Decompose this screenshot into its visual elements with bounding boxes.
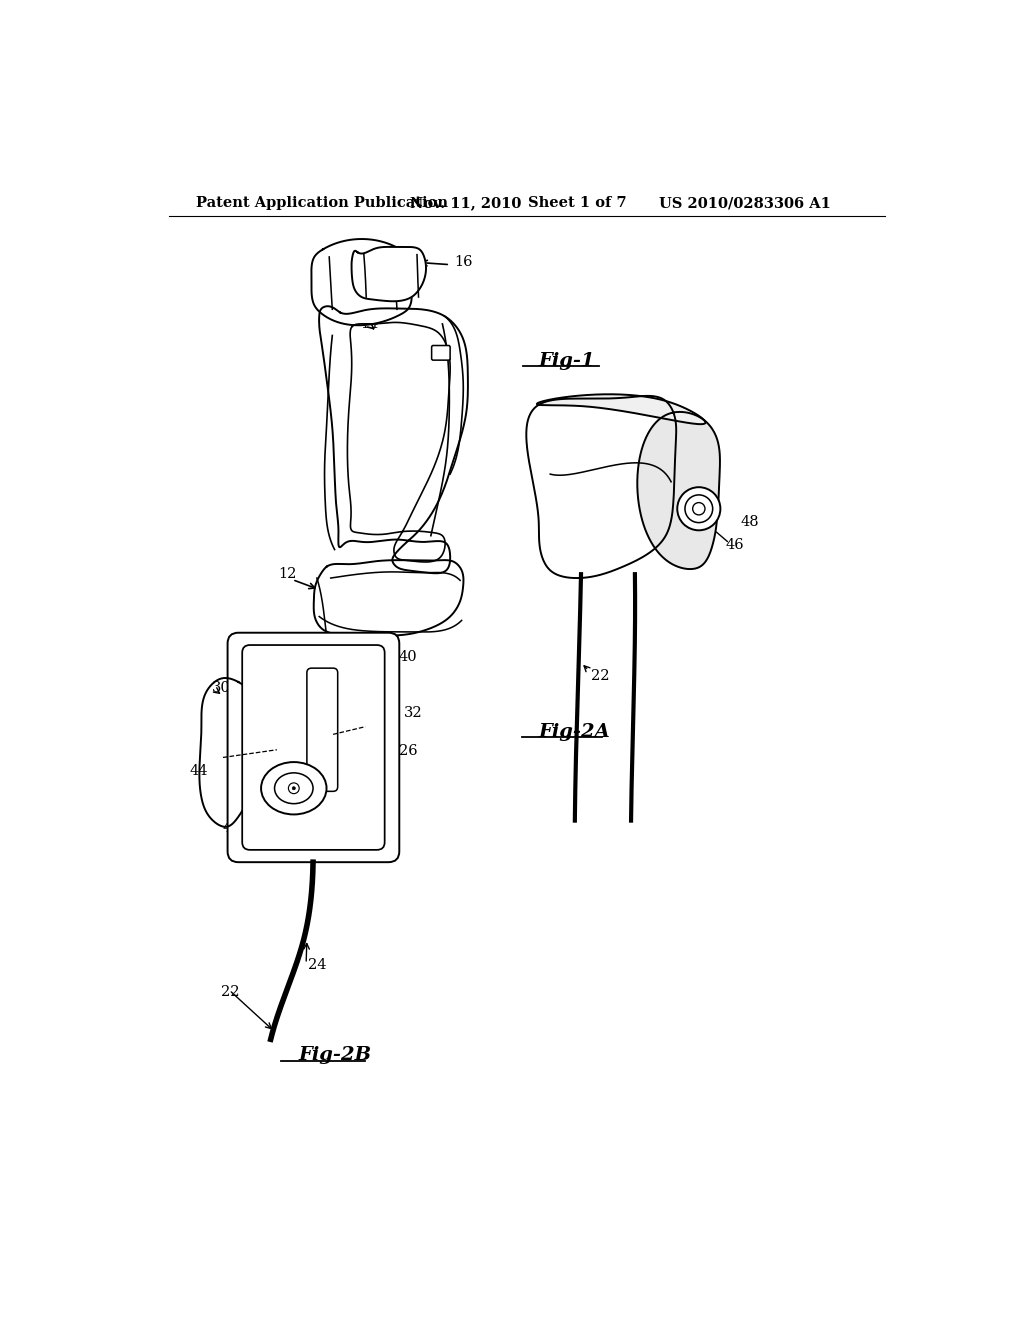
- Circle shape: [692, 503, 705, 515]
- Text: 46: 46: [223, 821, 242, 836]
- Text: 22: 22: [591, 669, 609, 682]
- Text: 42: 42: [323, 649, 342, 664]
- FancyBboxPatch shape: [432, 346, 451, 360]
- Circle shape: [292, 787, 295, 789]
- Text: 48: 48: [740, 515, 759, 529]
- Polygon shape: [319, 306, 468, 573]
- Text: Patent Application Publication: Patent Application Publication: [196, 197, 449, 210]
- Polygon shape: [313, 560, 464, 636]
- Text: 20: 20: [553, 404, 571, 418]
- Text: Fig-1: Fig-1: [539, 352, 595, 370]
- Polygon shape: [351, 247, 426, 301]
- Text: 12: 12: [279, 568, 297, 581]
- Text: 32: 32: [403, 706, 423, 719]
- Text: 40: 40: [398, 649, 417, 664]
- Polygon shape: [200, 678, 265, 826]
- Circle shape: [289, 783, 299, 793]
- Circle shape: [677, 487, 720, 531]
- Text: Fig-2A: Fig-2A: [539, 723, 610, 741]
- Circle shape: [685, 495, 713, 523]
- FancyBboxPatch shape: [227, 632, 399, 862]
- Text: 30: 30: [211, 681, 230, 696]
- Text: 10: 10: [345, 268, 364, 282]
- FancyBboxPatch shape: [307, 668, 338, 792]
- Polygon shape: [537, 395, 706, 424]
- Polygon shape: [637, 412, 720, 569]
- Text: Fig-2B: Fig-2B: [298, 1047, 372, 1064]
- Text: 24: 24: [307, 958, 327, 973]
- Text: 16: 16: [454, 255, 472, 268]
- Ellipse shape: [274, 774, 313, 804]
- Text: Sheet 1 of 7: Sheet 1 of 7: [528, 197, 627, 210]
- FancyBboxPatch shape: [243, 645, 385, 850]
- Text: 16: 16: [630, 409, 648, 424]
- Text: Nov. 11, 2010: Nov. 11, 2010: [410, 197, 521, 210]
- Text: 44: 44: [189, 763, 208, 777]
- Ellipse shape: [261, 762, 327, 814]
- Text: 46: 46: [725, 539, 743, 552]
- Text: 14: 14: [360, 317, 379, 331]
- Text: 48: 48: [273, 797, 292, 810]
- Text: 22: 22: [221, 985, 240, 998]
- Polygon shape: [526, 396, 676, 578]
- Polygon shape: [311, 239, 412, 325]
- Text: 26: 26: [398, 744, 417, 758]
- Text: US 2010/0283306 A1: US 2010/0283306 A1: [658, 197, 830, 210]
